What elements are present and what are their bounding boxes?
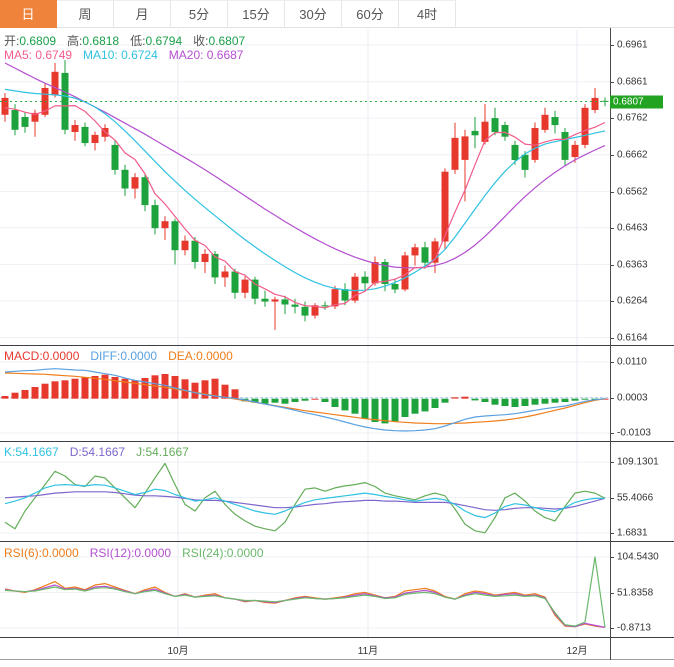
axis-tick-label: 0.6264	[617, 295, 648, 307]
tab-5min[interactable]: 5分	[171, 0, 228, 28]
tab-15min[interactable]: 15分	[228, 0, 285, 28]
axis-tick	[610, 628, 614, 629]
axis-tick	[610, 433, 614, 434]
tab-week[interactable]: 周	[57, 0, 114, 28]
tab-day[interactable]: 日	[0, 0, 57, 28]
main-chart-canvas	[0, 30, 610, 345]
macd-panel[interactable]: MACD:0.0000 DIFF:0.0000 DEA:0.0000	[0, 346, 610, 441]
tab-4hour[interactable]: 4时	[399, 0, 456, 28]
axis-tick	[610, 462, 614, 463]
axis-tick	[610, 497, 614, 499]
axis-tick-label: 55.4066	[617, 492, 654, 503]
axis-tick-label: 51.8358	[617, 587, 654, 598]
tab-60min[interactable]: 60分	[342, 0, 399, 28]
axis-tick	[610, 533, 614, 534]
bottom-border	[0, 659, 674, 660]
axis-tick-label: 0.0110	[617, 356, 647, 368]
macd-histogram	[1, 374, 609, 424]
month-label: 10月	[167, 646, 189, 657]
axis-tick-label: 0.6562	[617, 186, 648, 197]
axis-tick-label: -0.0103	[617, 427, 651, 439]
axis-tick	[610, 81, 614, 83]
axis-tick-label: 0.6363	[617, 259, 648, 270]
panel-divider	[0, 441, 674, 442]
axis-tick-label: 0.6662	[617, 149, 648, 161]
tab-30min[interactable]: 30分	[285, 0, 342, 28]
macd-canvas	[0, 346, 610, 441]
rsi-panel[interactable]: RSI(6):0.0000 RSI(12):0.0000 RSI(24):0.000…	[0, 542, 610, 637]
month-label: 11月	[357, 646, 379, 657]
axis-tick	[610, 264, 614, 266]
timeframe-tab-bar: 日周月 5分 15分 30分 60分 4时	[0, 0, 674, 28]
axis-tick-label: 0.6861	[617, 76, 648, 88]
axis-tick	[610, 337, 614, 339]
axis-tick-label: 0.6961	[617, 39, 648, 51]
axis-tick-label: 104.5430	[617, 551, 659, 563]
axis-tick-label: 1.6831	[617, 527, 648, 539]
main-candlestick-panel[interactable]: 开:0.6809 高:0.6818 低:0.6794 收:0.6807 MA5: 0.…	[0, 30, 610, 345]
axis-tick	[610, 557, 614, 558]
axis-tick	[610, 118, 614, 120]
month-label: 12月	[566, 646, 588, 657]
kdj-panel[interactable]: K:54.1667 D:54.1667 J:54.1667	[0, 442, 610, 541]
axis-tick-label: 0.0003	[617, 392, 648, 404]
axis-tick	[610, 397, 614, 399]
axis-tick-label: 0.6463	[617, 222, 648, 234]
rsi-canvas	[0, 542, 610, 637]
axis-tick	[610, 45, 614, 46]
panel-divider	[0, 345, 674, 346]
axis-tick-label: -0.8713	[617, 622, 651, 634]
axis-tick-label: 0.6164	[617, 332, 648, 344]
axis-tick	[610, 227, 614, 229]
tab-month[interactable]: 月	[114, 0, 171, 28]
axis-tick	[610, 154, 614, 156]
panel-divider	[0, 541, 674, 542]
axis-tick-label: 0.6762	[617, 112, 648, 124]
axis-tick	[610, 592, 614, 594]
panel-divider	[0, 637, 674, 638]
price-axis-line	[610, 28, 611, 660]
axis-tick	[610, 300, 614, 302]
candles-layer	[1, 60, 609, 330]
axis-tick-label: 109.1301	[617, 456, 659, 468]
axis-tick	[610, 362, 614, 363]
current-price-tag: 0.6807	[610, 95, 663, 108]
axis-tick	[610, 191, 614, 193]
kdj-canvas	[0, 442, 610, 541]
